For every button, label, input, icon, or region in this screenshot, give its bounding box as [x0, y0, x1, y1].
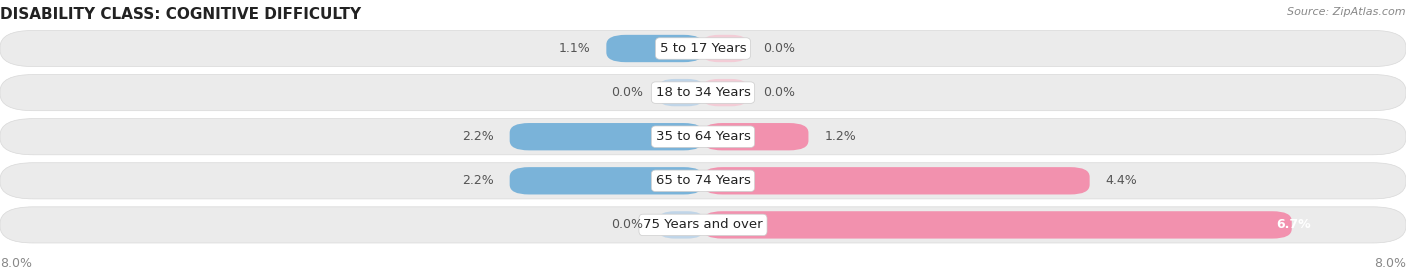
Text: 0.0%: 0.0%	[762, 86, 794, 99]
FancyBboxPatch shape	[0, 163, 1406, 199]
FancyBboxPatch shape	[0, 119, 1406, 155]
Text: 6.7%: 6.7%	[1277, 218, 1310, 231]
Text: 2.2%: 2.2%	[463, 174, 494, 187]
Text: 8.0%: 8.0%	[0, 257, 32, 269]
FancyBboxPatch shape	[606, 35, 703, 62]
FancyBboxPatch shape	[703, 123, 808, 150]
Text: 75 Years and over: 75 Years and over	[643, 218, 763, 231]
Text: 8.0%: 8.0%	[1374, 257, 1406, 269]
Text: 5 to 17 Years: 5 to 17 Years	[659, 42, 747, 55]
Text: 0.0%: 0.0%	[612, 218, 644, 231]
FancyBboxPatch shape	[509, 123, 703, 150]
Text: 2.2%: 2.2%	[463, 130, 494, 143]
FancyBboxPatch shape	[0, 30, 1406, 67]
Text: 35 to 64 Years: 35 to 64 Years	[655, 130, 751, 143]
Text: 0.0%: 0.0%	[762, 42, 794, 55]
FancyBboxPatch shape	[703, 35, 747, 62]
Text: DISABILITY CLASS: COGNITIVE DIFFICULTY: DISABILITY CLASS: COGNITIVE DIFFICULTY	[0, 7, 361, 22]
FancyBboxPatch shape	[659, 211, 703, 239]
Text: 0.0%: 0.0%	[612, 86, 644, 99]
FancyBboxPatch shape	[703, 211, 1292, 239]
FancyBboxPatch shape	[0, 207, 1406, 243]
Text: 65 to 74 Years: 65 to 74 Years	[655, 174, 751, 187]
Text: 18 to 34 Years: 18 to 34 Years	[655, 86, 751, 99]
FancyBboxPatch shape	[0, 75, 1406, 111]
Text: 1.2%: 1.2%	[824, 130, 856, 143]
Text: Source: ZipAtlas.com: Source: ZipAtlas.com	[1288, 7, 1406, 17]
FancyBboxPatch shape	[659, 79, 703, 106]
FancyBboxPatch shape	[703, 167, 1090, 194]
FancyBboxPatch shape	[509, 167, 703, 194]
Text: 4.4%: 4.4%	[1105, 174, 1137, 187]
Text: 1.1%: 1.1%	[558, 42, 591, 55]
FancyBboxPatch shape	[703, 79, 747, 106]
